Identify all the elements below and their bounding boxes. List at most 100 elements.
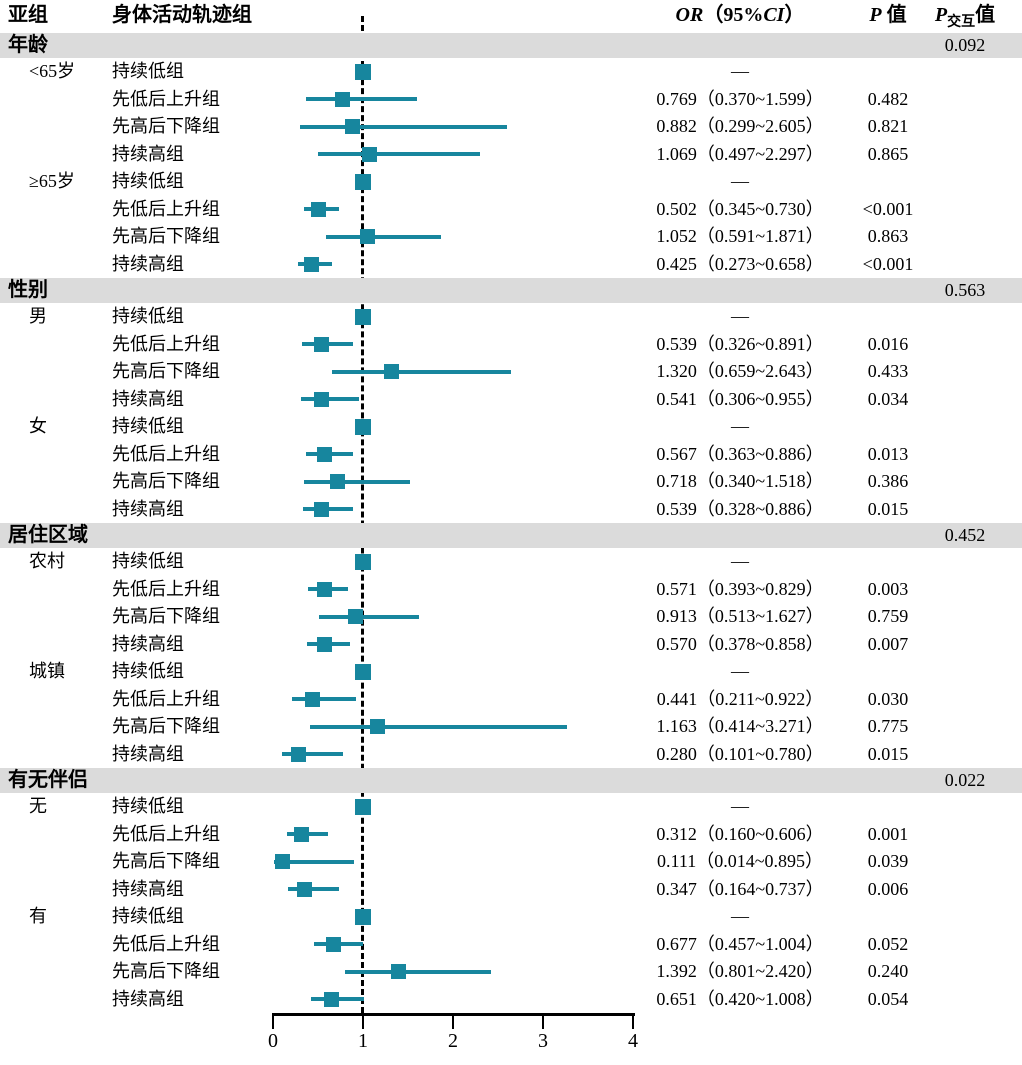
ci-line — [345, 969, 491, 974]
trajectory-label: 持续低组 — [112, 906, 184, 926]
subgroup-label: 农村 — [29, 551, 65, 571]
or-marker — [330, 474, 346, 490]
trajectory-label: 先高后下降组 — [112, 361, 220, 381]
or-marker — [316, 446, 332, 462]
x-axis-tick-label: 4 — [628, 1030, 638, 1052]
p-value: 0.007 — [867, 633, 909, 654]
or-marker — [305, 691, 321, 707]
ci-line — [291, 697, 356, 702]
or-ci-value: — — [731, 796, 749, 816]
trajectory-label: 先低后上升组 — [112, 578, 220, 599]
or-ci-value: — — [731, 661, 749, 681]
or-ci-value: — — [731, 171, 749, 191]
section-header-row: 性别 0.563 — [0, 278, 1022, 303]
section-title: 有无伴侣 — [8, 769, 88, 791]
or-marker — [310, 201, 326, 217]
or-marker — [290, 746, 306, 762]
or-ci-value: 1.392（0.801~2.420） — [656, 961, 824, 981]
or-ci-value: 1.069（0.497~2.297） — [656, 143, 824, 164]
forest-row: 先高后下降组 1.320（0.659~2.643） 0.433 — [0, 358, 1022, 386]
x-axis-tick-label: 3 — [538, 1030, 548, 1052]
p-value: 0.016 — [867, 333, 909, 354]
x-axis-tick-label: 1 — [358, 1030, 368, 1052]
reference-line — [361, 16, 364, 1013]
forest-row: 先低后上升组 0.571（0.393~0.829） 0.003 — [0, 576, 1022, 604]
x-axis-tick-label: 0 — [268, 1030, 278, 1052]
or-marker — [355, 173, 371, 190]
or-ci-value: 0.441（0.211~0.922） — [656, 688, 824, 709]
plot-rows: 年龄 0.092 <65岁 持续低组 — 先低后上升组 0.769（0.370~1.599）… — [0, 33, 1022, 1013]
or-ci-value: 0.718（0.340~1.518） — [656, 471, 824, 491]
or-ci-value: — — [731, 906, 749, 926]
p-value: 0.775 — [867, 716, 909, 736]
or-ci-value: 0.111（0.014~0.895） — [657, 851, 823, 871]
trajectory-label: 先高后下降组 — [112, 471, 220, 491]
forest-row: 先低后上升组 0.539（0.326~0.891） 0.016 — [0, 331, 1022, 359]
or-marker — [355, 798, 371, 815]
forest-row: 持续高组 0.651（0.420~1.008） 0.054 — [0, 986, 1022, 1014]
trajectory-label: 持续高组 — [112, 878, 184, 899]
or-ci-value: — — [731, 61, 749, 81]
trajectory-label: 先低后上升组 — [112, 198, 220, 219]
forest-row: 先高后下降组 0.882（0.299~2.605） 0.821 — [0, 113, 1022, 141]
p-value: 0.865 — [867, 143, 909, 164]
trajectory-label: 持续高组 — [112, 988, 184, 1009]
or-marker — [316, 636, 332, 652]
trajectory-label: 先高后下降组 — [112, 116, 220, 136]
trajectory-label: 持续高组 — [112, 253, 184, 274]
or-marker — [370, 719, 386, 735]
subgroup-label: ≥65岁 — [29, 171, 75, 191]
section-header-row: 年龄 0.092 — [0, 33, 1022, 58]
or-marker — [361, 146, 377, 162]
ci-abbrev: CI — [763, 4, 785, 26]
p-value: 0.054 — [867, 988, 909, 1009]
forest-row: 先高后下降组 0.913（0.513~1.627） 0.759 — [0, 603, 1022, 631]
forest-row: 先低后上升组 0.769（0.370~1.599） 0.482 — [0, 86, 1022, 114]
ci-line — [274, 859, 354, 864]
p-interaction-value: 0.563 — [944, 280, 986, 300]
subgroup-label: 有 — [29, 906, 47, 926]
x-axis-tick — [271, 1013, 275, 1029]
trajectory-label: 持续高组 — [112, 143, 184, 164]
col-header-p-interaction: P交互值 — [920, 0, 1010, 31]
ci-line — [317, 152, 480, 157]
or-marker — [355, 418, 371, 435]
x-axis-tick — [361, 1013, 365, 1029]
forest-row: 先高后下降组 0.111（0.014~0.895） 0.039 — [0, 848, 1022, 876]
or-marker — [326, 936, 342, 952]
p-value: 0.039 — [867, 851, 909, 871]
trajectory-label: 先低后上升组 — [112, 333, 220, 354]
forest-row: 有 持续低组 — — [0, 903, 1022, 931]
forest-row: 持续高组 0.539（0.328~0.886） 0.015 — [0, 496, 1022, 524]
section-header-row: 有无伴侣 0.022 — [0, 768, 1022, 793]
or-marker — [344, 119, 360, 135]
or-marker — [334, 91, 350, 107]
or-ci-value: 0.913（0.513~1.627） — [656, 606, 824, 626]
subgroup-label: 男 — [29, 306, 47, 326]
or-ci-value: 0.882（0.299~2.605） — [656, 116, 824, 136]
forest-row: <65岁 持续低组 — — [0, 58, 1022, 86]
p-value: 0.013 — [867, 443, 909, 464]
trajectory-label: 先低后上升组 — [112, 823, 220, 844]
or-ci-value: — — [731, 306, 749, 326]
or-ci-value: 0.571（0.393~0.829） — [656, 578, 824, 599]
or-marker — [314, 501, 329, 517]
p-value: 0.386 — [867, 471, 909, 491]
forest-row: 持续高组 1.069（0.497~2.297） 0.865 — [0, 141, 1022, 169]
p-value: 0.030 — [867, 688, 909, 709]
forest-row: 女 持续低组 — — [0, 413, 1022, 441]
p-value: 0.433 — [867, 361, 909, 381]
p-interaction-value: 0.022 — [944, 770, 986, 790]
or-ci-value: 0.312（0.160~0.606） — [656, 823, 824, 844]
forest-row: 先低后上升组 0.502（0.345~0.730） <0.001 — [0, 196, 1022, 224]
col-header-trajectory-group: 身体活动轨迹组 — [112, 4, 252, 26]
forest-row: 持续高组 0.425（0.273~0.658） <0.001 — [0, 251, 1022, 279]
or-marker — [314, 391, 330, 407]
trajectory-label: 持续低组 — [112, 661, 184, 681]
forest-row: 无 持续低组 — — [0, 793, 1022, 821]
forest-row: 持续高组 0.541（0.306~0.955） 0.034 — [0, 386, 1022, 414]
forest-row: 先高后下降组 0.718（0.340~1.518） 0.386 — [0, 468, 1022, 496]
or-marker — [384, 364, 400, 380]
trajectory-label: 持续低组 — [112, 61, 184, 81]
p-value: 0.034 — [867, 388, 909, 409]
